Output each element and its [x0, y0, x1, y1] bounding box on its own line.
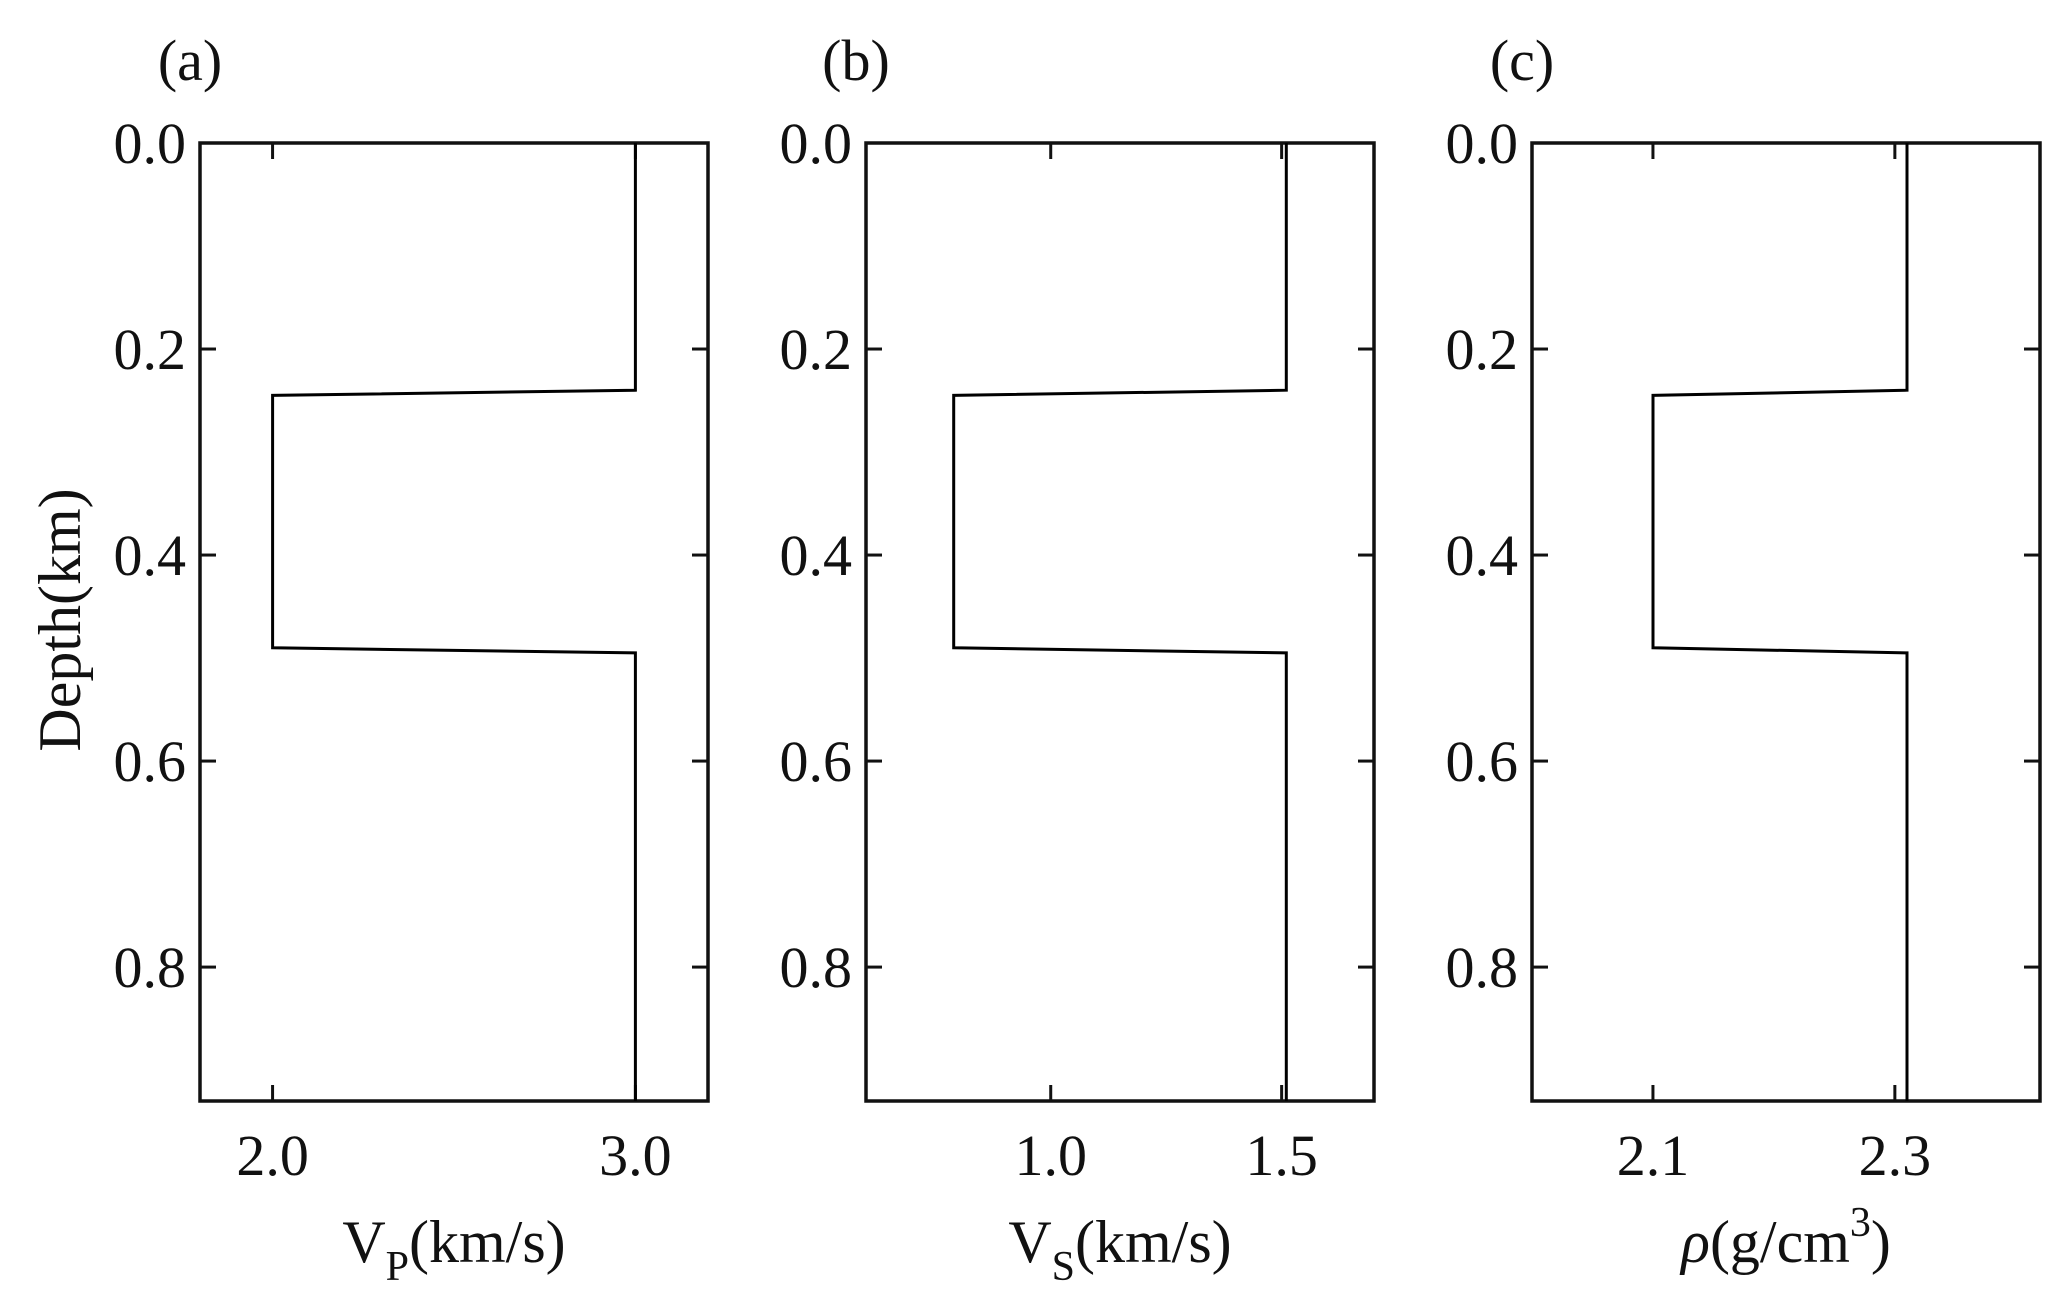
- panel-a: (a) 0.0 0.2 0.4 0.6 0.8 2.0 3.0 VP(km/s): [114, 28, 710, 1290]
- y-tick-label: 0.6: [114, 729, 187, 794]
- panel-label: (c): [1490, 28, 1554, 93]
- y-tick-label: 0.0: [780, 111, 853, 176]
- x-tick-label: 1.5: [1245, 1123, 1318, 1188]
- plot-frame: [1530, 141, 2042, 1103]
- y-tick-label: 0.4: [114, 523, 187, 588]
- x-tick-label: 2.1: [1617, 1123, 1690, 1188]
- y-tick-label: 0.2: [114, 317, 187, 382]
- y-tick-label: 0.4: [1446, 523, 1519, 588]
- x-tick-label: 2.0: [236, 1123, 309, 1188]
- plot-frame: [864, 141, 1376, 1103]
- y-tick-label: 0.8: [780, 935, 853, 1000]
- y-axis-label: Depth(km): [27, 488, 93, 751]
- x-axis-label: VP(km/s): [342, 1209, 565, 1290]
- x-tick-label: 2.3: [1859, 1123, 1932, 1188]
- y-tick-label: 0.6: [1446, 729, 1519, 794]
- x-axis-label: VS(km/s): [1008, 1209, 1231, 1290]
- profile-line: [952, 143, 1288, 1101]
- panel-c: (c) 0.0 0.2 0.4 0.6 0.8 2.1 2.3 ρ(g/cm3): [1446, 28, 2042, 1275]
- y-tick-label: 0.0: [114, 111, 187, 176]
- y-tick-label: 0.4: [780, 523, 853, 588]
- x-axis-label: ρ(g/cm3): [1679, 1200, 1891, 1275]
- y-tick-label: 0.8: [114, 935, 187, 1000]
- plot-frame: [198, 141, 710, 1103]
- y-tick-label: 0.6: [780, 729, 853, 794]
- y-tick-label: 0.2: [1446, 317, 1519, 382]
- profile-line: [1651, 143, 1909, 1101]
- x-tick-label: 1.0: [1014, 1123, 1087, 1188]
- profile-line: [271, 143, 637, 1101]
- y-tick-label: 0.0: [1446, 111, 1519, 176]
- panel-b: (b) 0.0 0.2 0.4 0.6 0.8 1.0 1.5VS(km/s): [780, 28, 1376, 1290]
- panel-label: (a): [158, 28, 222, 93]
- y-tick-label: 0.2: [780, 317, 853, 382]
- x-tick-label: 3.0: [599, 1123, 672, 1188]
- y-tick-label: 0.8: [1446, 935, 1519, 1000]
- panel-label: (b): [822, 28, 890, 93]
